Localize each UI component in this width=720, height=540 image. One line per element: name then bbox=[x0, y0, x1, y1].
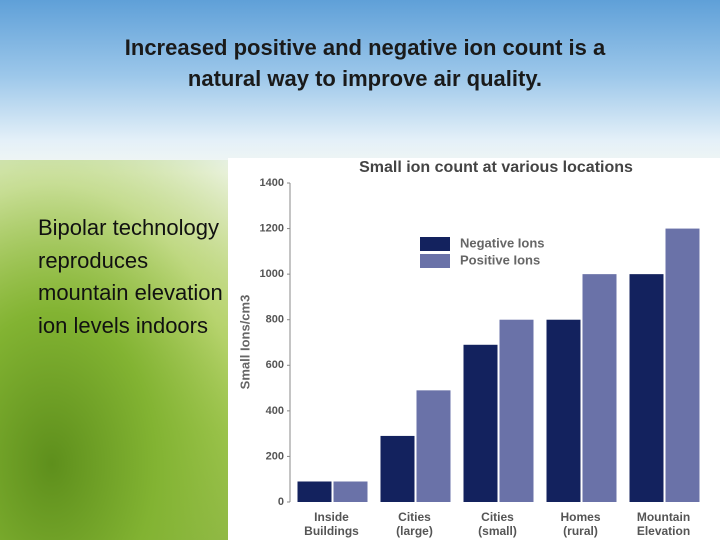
x-tick-label: Mountain Elevation bbox=[636, 510, 691, 538]
x-tick-label: Homes (rural) bbox=[560, 510, 601, 538]
y-tick-label: 1200 bbox=[260, 222, 284, 234]
legend-label: Negative Ions bbox=[460, 235, 545, 250]
bar bbox=[629, 274, 664, 502]
y-axis-label: Small Ions/cm3 bbox=[237, 295, 252, 390]
legend-swatch bbox=[420, 237, 450, 251]
y-tick-label: 1400 bbox=[260, 177, 284, 189]
y-tick-label: 400 bbox=[266, 405, 284, 417]
legend-label: Positive Ions bbox=[460, 252, 540, 267]
y-tick-label: 1000 bbox=[260, 268, 284, 280]
bullet-list: Bipolar technology reproduces mountain e… bbox=[38, 212, 223, 342]
bar bbox=[463, 344, 498, 502]
y-tick-label: 200 bbox=[266, 450, 284, 462]
slide-title: Increased positive and negative ion coun… bbox=[124, 35, 606, 91]
chart-panel: Small ion count at various locations Sma… bbox=[228, 158, 720, 540]
bar bbox=[499, 319, 534, 502]
y-tick-label: 600 bbox=[266, 359, 284, 371]
bar bbox=[582, 274, 617, 502]
chart-title: Small ion count at various locations bbox=[359, 159, 633, 176]
x-tick-label: Cities (small) bbox=[478, 510, 517, 538]
chart: Small ion count at various locations Sma… bbox=[237, 159, 700, 508]
bar bbox=[380, 435, 415, 502]
bar bbox=[665, 228, 700, 503]
x-tick-label: Cities (large) bbox=[396, 510, 433, 538]
bar bbox=[297, 481, 332, 502]
bullet: Bipolar technology reproduces mountain e… bbox=[38, 215, 223, 338]
x-tick-label: Inside Buildings bbox=[304, 510, 359, 538]
leaf-background bbox=[0, 160, 260, 540]
bar bbox=[546, 319, 581, 502]
bar bbox=[416, 390, 451, 502]
legend-swatch bbox=[420, 254, 450, 268]
bar bbox=[333, 481, 368, 502]
y-tick-label: 800 bbox=[266, 314, 284, 326]
y-tick-label: 0 bbox=[278, 496, 284, 508]
